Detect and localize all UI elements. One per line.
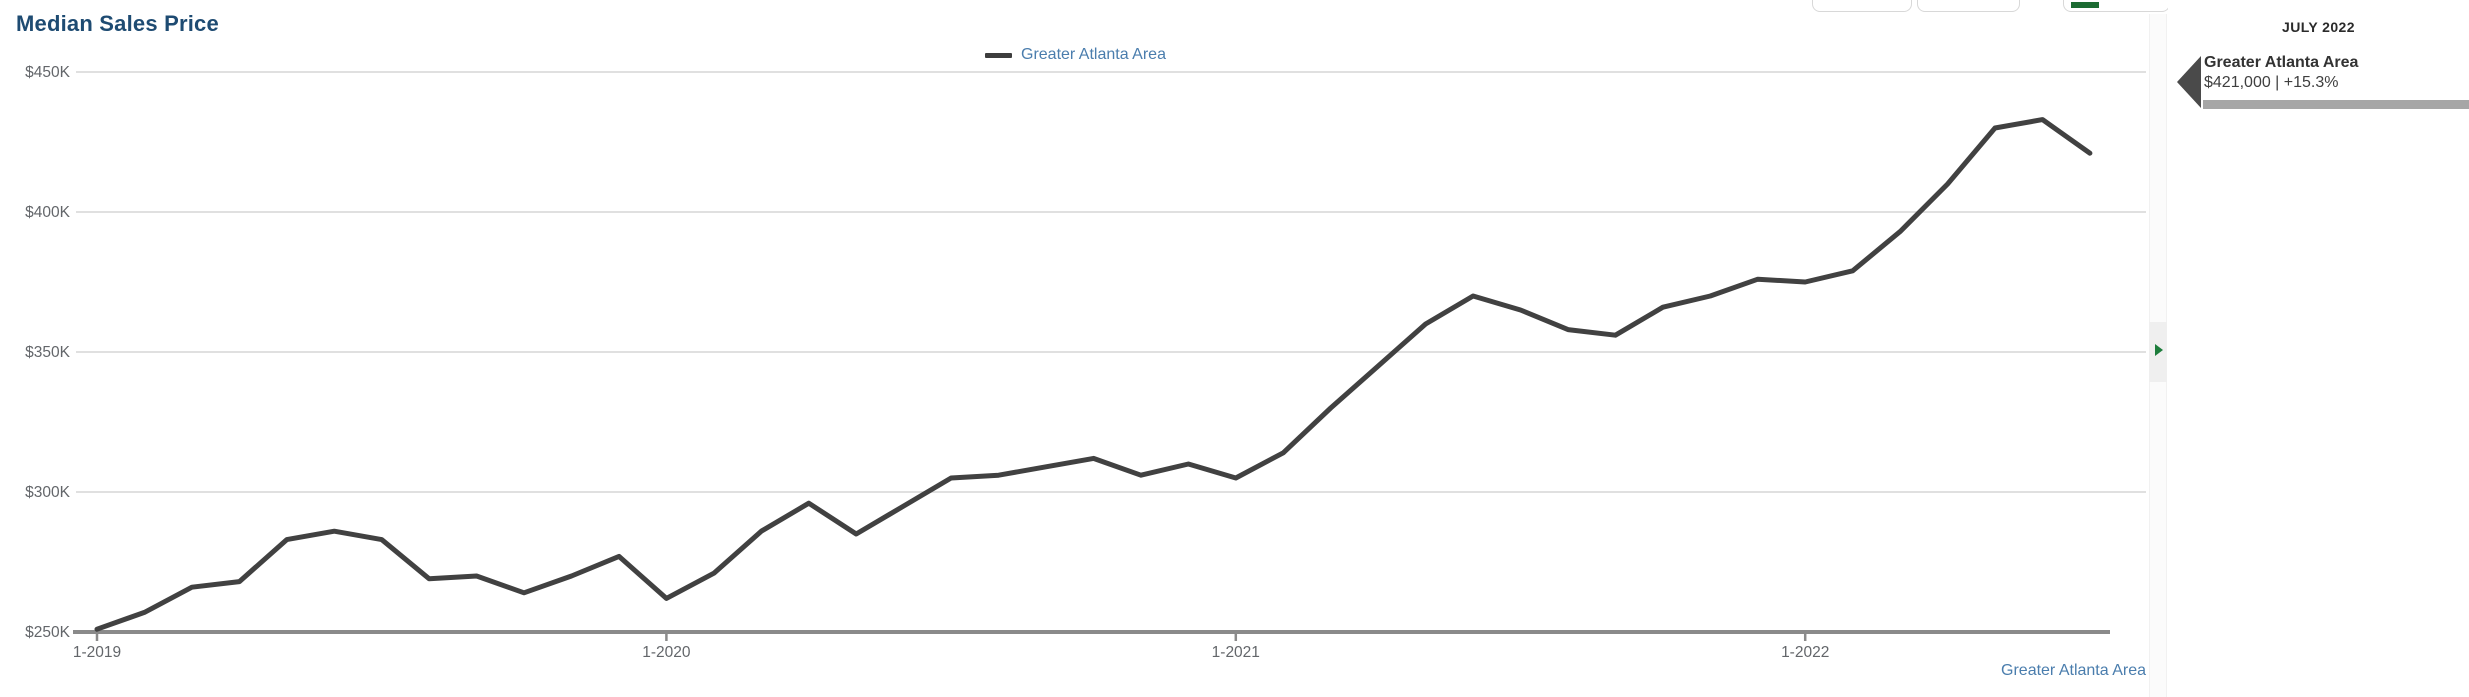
chevron-right-icon	[2155, 344, 2163, 356]
x-axis-label: 1-2022	[1781, 644, 1829, 661]
y-axis-label: $400K	[25, 204, 70, 221]
panel-series-entry[interactable]: Greater Atlanta Area $421,000 | +15.3%	[2168, 50, 2469, 120]
arrow-left-icon	[2177, 56, 2201, 108]
x-axis-label: 1-2019	[73, 644, 121, 661]
panel-expand-handle[interactable]	[2149, 322, 2167, 382]
legend-item[interactable]: Greater Atlanta Area	[985, 46, 1166, 64]
page-title: Median Sales Price	[16, 11, 219, 36]
panel-series-name: Greater Atlanta Area	[2204, 54, 2359, 71]
x-axis-label: 1-2020	[642, 644, 691, 661]
series-footer-link[interactable]: Greater Atlanta Area	[2001, 662, 2146, 679]
series-line[interactable]	[94, 117, 2093, 632]
y-axis-label: $350K	[25, 344, 70, 361]
toolbar-button-1[interactable]	[1812, 0, 1912, 12]
stats-side-panel: JULY 2022 Greater Atlanta Area $421,000 …	[2168, 0, 2469, 697]
panel-month-header: JULY 2022	[2282, 19, 2355, 35]
legend-swatch-icon	[985, 52, 1012, 58]
panel-series-bar	[2203, 100, 2469, 109]
toolbar-button-2[interactable]	[1917, 0, 2020, 12]
x-axis-label: 1-2021	[1212, 644, 1260, 661]
y-axis-label: $250K	[25, 624, 70, 641]
legend-label: Greater Atlanta Area	[1021, 46, 1166, 63]
green-bar-icon	[2071, 2, 2099, 8]
panel-series-value: $421,000 | +15.3%	[2204, 74, 2339, 91]
y-axis-label: $300K	[25, 484, 70, 501]
y-axis-label: $450K	[25, 64, 70, 81]
